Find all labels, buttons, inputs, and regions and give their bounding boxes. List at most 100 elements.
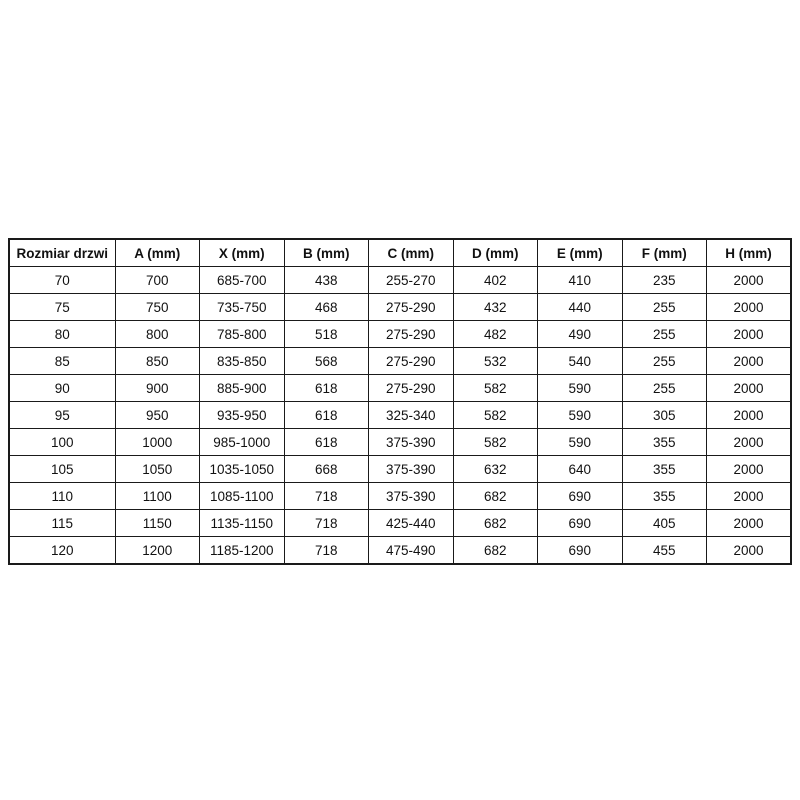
table-cell: 690 bbox=[537, 482, 623, 510]
table-cell: 305 bbox=[621, 401, 707, 429]
table-cell: 668 bbox=[283, 455, 369, 483]
column-header-b-mm: B (mm) bbox=[283, 238, 369, 267]
table-cell: 432 bbox=[452, 293, 538, 321]
table-cell: 375-390 bbox=[368, 482, 454, 510]
table-cell: 235 bbox=[621, 266, 707, 294]
table-cell: 590 bbox=[537, 374, 623, 402]
table-cell: 900 bbox=[114, 374, 200, 402]
table-row: 95 950 935-950 618 325-340 582 590 305 2000 bbox=[8, 401, 792, 429]
table-cell: 482 bbox=[452, 320, 538, 348]
table-cell: 582 bbox=[452, 428, 538, 456]
table-cell: 440 bbox=[537, 293, 623, 321]
table-cell: 618 bbox=[283, 374, 369, 402]
column-header-e-mm: E (mm) bbox=[537, 238, 623, 267]
table-cell: 1085-1100 bbox=[199, 482, 285, 510]
table-cell: 1185-1200 bbox=[199, 536, 285, 565]
table-cell: 800 bbox=[114, 320, 200, 348]
table-cell: 985-1000 bbox=[199, 428, 285, 456]
table-cell: 255 bbox=[621, 374, 707, 402]
table-cell: 90 bbox=[8, 374, 116, 402]
table-cell: 682 bbox=[452, 536, 538, 565]
table-cell: 2000 bbox=[706, 374, 792, 402]
table-cell: 785-800 bbox=[199, 320, 285, 348]
table-cell: 468 bbox=[283, 293, 369, 321]
column-header-x-mm: X (mm) bbox=[199, 238, 285, 267]
table-row: 105 1050 1035-1050 668 375-390 632 640 355 2000 bbox=[8, 455, 792, 483]
table-cell: 1000 bbox=[114, 428, 200, 456]
table-cell: 685-700 bbox=[199, 266, 285, 294]
column-header-a-mm: A (mm) bbox=[114, 238, 200, 267]
table-cell: 410 bbox=[537, 266, 623, 294]
table-cell: 1050 bbox=[114, 455, 200, 483]
table-cell: 375-390 bbox=[368, 455, 454, 483]
table-row: 115 1150 1135-1150 718 425-440 682 690 405 2000 bbox=[8, 509, 792, 537]
table-cell: 255 bbox=[621, 320, 707, 348]
table-cell: 718 bbox=[283, 509, 369, 537]
table-cell: 438 bbox=[283, 266, 369, 294]
table-cell: 582 bbox=[452, 401, 538, 429]
table-cell: 750 bbox=[114, 293, 200, 321]
table-cell: 402 bbox=[452, 266, 538, 294]
table-cell: 2000 bbox=[706, 536, 792, 565]
table-cell: 682 bbox=[452, 509, 538, 537]
table-row: 85 850 835-850 568 275-290 532 540 255 2000 bbox=[8, 347, 792, 375]
table-cell: 682 bbox=[452, 482, 538, 510]
column-header-d-mm: D (mm) bbox=[452, 238, 538, 267]
table-row: 100 1000 985-1000 618 375-390 582 590 355 2000 bbox=[8, 428, 792, 456]
table-cell: 2000 bbox=[706, 293, 792, 321]
table-cell: 590 bbox=[537, 428, 623, 456]
door-dimensions-table: Rozmiar drzwi A (mm) X (mm) B (mm) C (mm… bbox=[8, 238, 792, 565]
table-cell: 1100 bbox=[114, 482, 200, 510]
table-cell: 690 bbox=[537, 536, 623, 565]
table-cell: 255 bbox=[621, 347, 707, 375]
table-row: 70 700 685-700 438 255-270 402 410 235 2000 bbox=[8, 266, 792, 294]
table-cell: 2000 bbox=[706, 455, 792, 483]
table-row: 90 900 885-900 618 275-290 582 590 255 2000 bbox=[8, 374, 792, 402]
table-cell: 325-340 bbox=[368, 401, 454, 429]
table-cell: 375-390 bbox=[368, 428, 454, 456]
table-cell: 590 bbox=[537, 401, 623, 429]
table-cell: 115 bbox=[8, 509, 116, 537]
table-row: 75 750 735-750 468 275-290 432 440 255 2000 bbox=[8, 293, 792, 321]
table-header-row: Rozmiar drzwi A (mm) X (mm) B (mm) C (mm… bbox=[8, 238, 792, 267]
table-cell: 110 bbox=[8, 482, 116, 510]
table-cell: 640 bbox=[537, 455, 623, 483]
table-cell: 718 bbox=[283, 536, 369, 565]
table-cell: 85 bbox=[8, 347, 116, 375]
table-cell: 850 bbox=[114, 347, 200, 375]
table-row: 80 800 785-800 518 275-290 482 490 255 2000 bbox=[8, 320, 792, 348]
table-row: 120 1200 1185-1200 718 475-490 682 690 455 2000 bbox=[8, 536, 792, 565]
table-row: 110 1100 1085-1100 718 375-390 682 690 355 2000 bbox=[8, 482, 792, 510]
table-cell: 518 bbox=[283, 320, 369, 348]
table-cell: 618 bbox=[283, 428, 369, 456]
table-cell: 950 bbox=[114, 401, 200, 429]
table-cell: 2000 bbox=[706, 320, 792, 348]
table-cell: 355 bbox=[621, 428, 707, 456]
table-cell: 690 bbox=[537, 509, 623, 537]
table-cell: 95 bbox=[8, 401, 116, 429]
table-cell: 735-750 bbox=[199, 293, 285, 321]
table-cell: 100 bbox=[8, 428, 116, 456]
table-cell: 80 bbox=[8, 320, 116, 348]
table-cell: 2000 bbox=[706, 482, 792, 510]
table-cell: 275-290 bbox=[368, 347, 454, 375]
table-cell: 1150 bbox=[114, 509, 200, 537]
table-cell: 700 bbox=[114, 266, 200, 294]
table-cell: 540 bbox=[537, 347, 623, 375]
table-cell: 70 bbox=[8, 266, 116, 294]
table-cell: 355 bbox=[621, 455, 707, 483]
table-cell: 1035-1050 bbox=[199, 455, 285, 483]
table-cell: 455 bbox=[621, 536, 707, 565]
column-header-h-mm: H (mm) bbox=[706, 238, 792, 267]
table-cell: 275-290 bbox=[368, 374, 454, 402]
table-cell: 75 bbox=[8, 293, 116, 321]
table-cell: 582 bbox=[452, 374, 538, 402]
table-cell: 255-270 bbox=[368, 266, 454, 294]
table-cell: 1200 bbox=[114, 536, 200, 565]
table-cell: 120 bbox=[8, 536, 116, 565]
column-header-f-mm: F (mm) bbox=[621, 238, 707, 267]
table-cell: 885-900 bbox=[199, 374, 285, 402]
table-cell: 405 bbox=[621, 509, 707, 537]
table-cell: 618 bbox=[283, 401, 369, 429]
